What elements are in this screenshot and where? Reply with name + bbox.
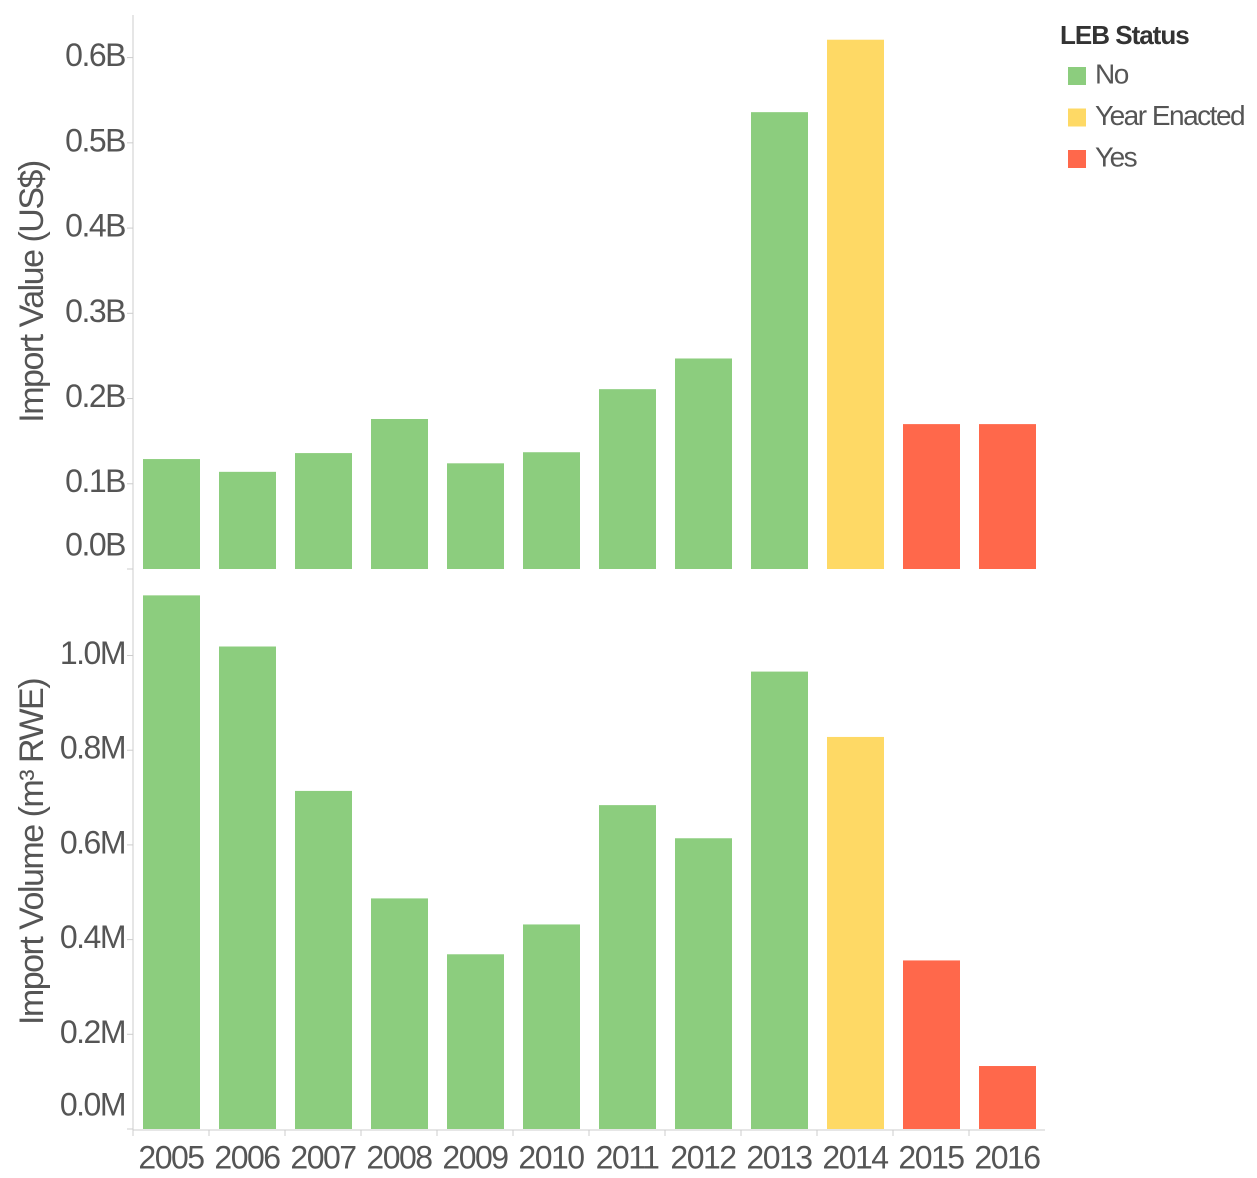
y-tick-label: 0.0M <box>60 1086 125 1122</box>
legend-label: Year Enacted <box>1095 100 1244 131</box>
bar <box>143 459 200 569</box>
bar <box>675 358 732 569</box>
bar <box>979 1066 1036 1129</box>
legend-swatch <box>1068 67 1086 85</box>
bar <box>371 898 428 1129</box>
y-tick-label: 0.8M <box>60 730 125 766</box>
bar <box>523 452 580 569</box>
x-tick-label: 2012 <box>670 1139 736 1175</box>
bar <box>295 453 352 569</box>
y-tick-label: 0.5B <box>65 122 125 158</box>
y-tick-label: 1.0M <box>60 635 125 671</box>
y-tick-label: 0.2B <box>65 378 125 414</box>
x-tick-label: 2013 <box>746 1139 812 1175</box>
y-tick-label: 0.3B <box>65 293 125 329</box>
bar <box>827 39 884 570</box>
x-tick-label: 2009 <box>442 1139 508 1175</box>
bar <box>827 736 884 1129</box>
x-tick-label: 2014 <box>822 1139 888 1175</box>
bar <box>675 838 732 1129</box>
bar <box>599 805 656 1129</box>
x-tick-label: 2005 <box>138 1139 204 1175</box>
y-tick-label: 0.4B <box>65 208 125 244</box>
bar <box>447 954 504 1129</box>
bar <box>903 424 960 569</box>
bar <box>523 924 580 1129</box>
legend-swatch <box>1068 108 1086 127</box>
x-tick-label: 2011 <box>596 1139 660 1175</box>
bar <box>599 389 656 569</box>
bar <box>143 595 200 1129</box>
bar <box>219 471 276 569</box>
bar <box>751 112 808 569</box>
legend-title: LEB Status <box>1060 20 1189 50</box>
x-tick-label: 2008 <box>366 1139 432 1175</box>
bar <box>751 671 808 1129</box>
x-tick-label: 2007 <box>290 1139 356 1175</box>
legend-label: Yes <box>1095 141 1137 172</box>
y-axis-title: Import Volume (m³ RWE) <box>13 679 51 1025</box>
y-tick-label: 0.0B <box>65 526 125 562</box>
x-tick-label: 2010 <box>518 1139 584 1175</box>
y-tick-label: 0.1B <box>65 463 125 499</box>
x-tick-label: 2015 <box>898 1139 964 1175</box>
y-tick-label: 0.6B <box>65 37 125 73</box>
legend-label: No <box>1095 58 1129 89</box>
y-tick-label: 0.6M <box>60 824 125 860</box>
y-tick-label: 0.2M <box>60 1014 125 1050</box>
x-tick-label: 2006 <box>214 1139 280 1175</box>
legend-swatch <box>1068 150 1086 168</box>
bar <box>219 646 276 1129</box>
y-tick-label: 0.4M <box>60 919 125 955</box>
x-tick-label: 2016 <box>974 1139 1040 1175</box>
bar <box>979 424 1036 569</box>
bar <box>903 960 960 1129</box>
bar <box>371 418 428 569</box>
bar <box>447 463 504 569</box>
y-axis-title: Import Value (US$) <box>13 161 51 423</box>
bar <box>295 790 352 1129</box>
